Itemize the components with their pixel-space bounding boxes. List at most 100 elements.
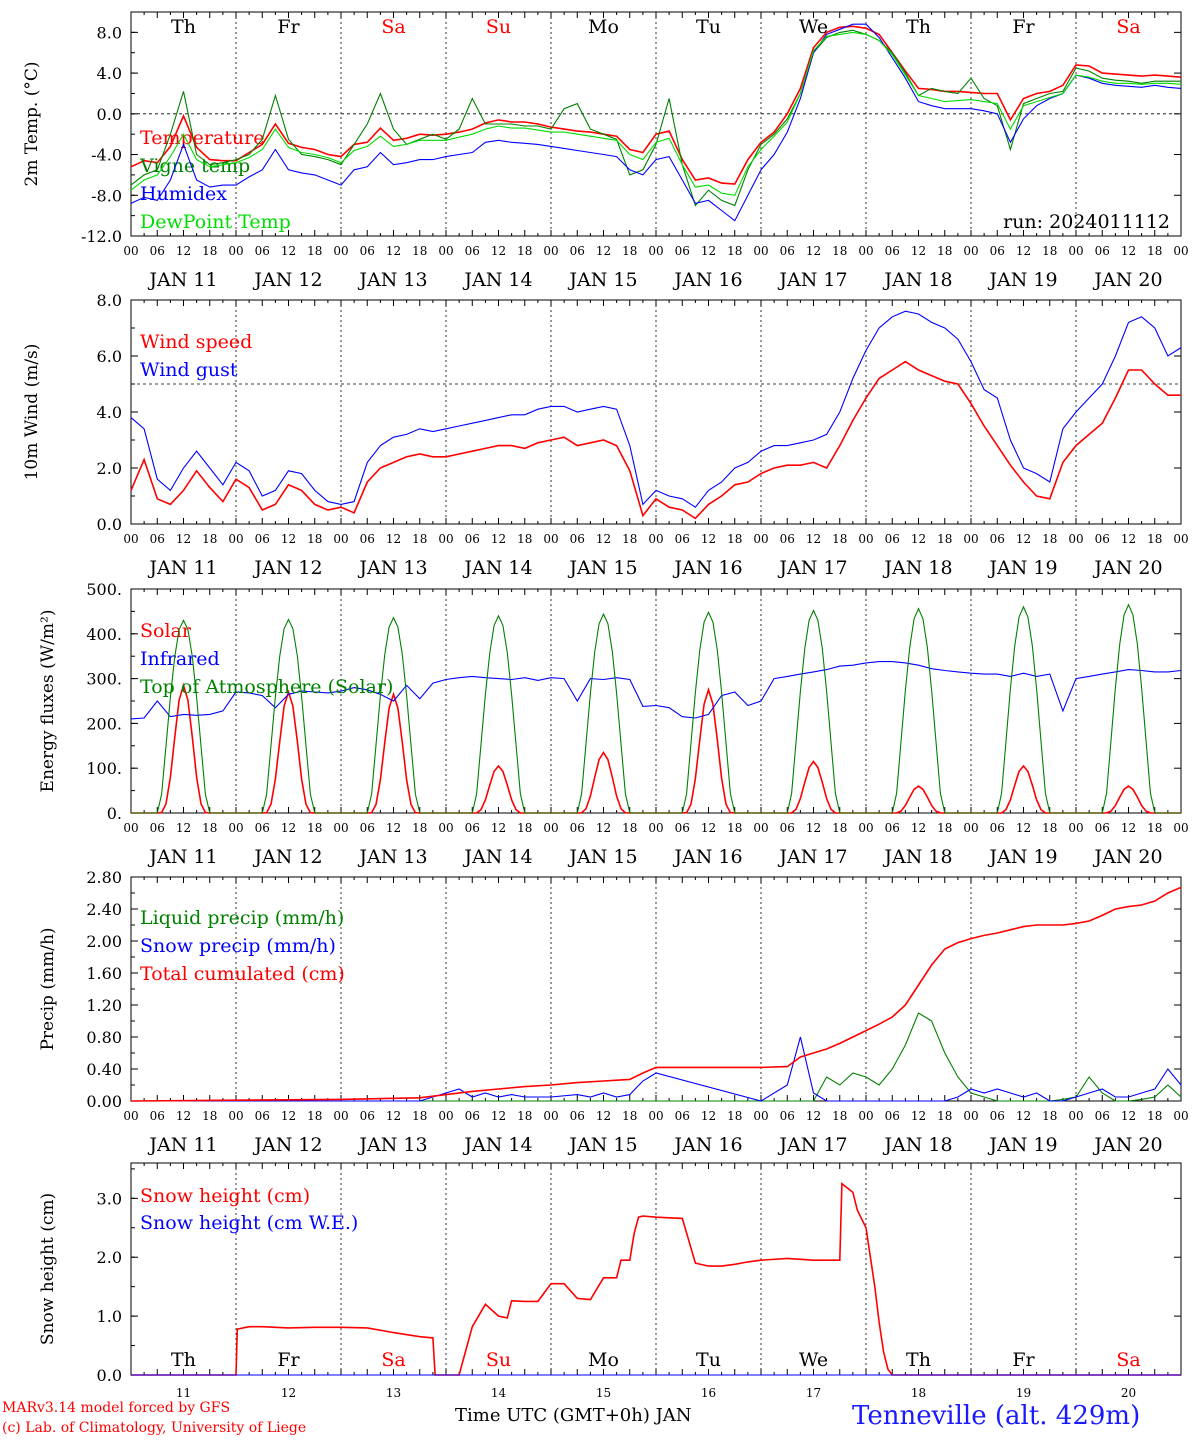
x-hour-label: 18 (1147, 244, 1162, 258)
y-tick-label: 1.20 (86, 996, 122, 1015)
x-hour-label: 12 (806, 244, 821, 258)
y-tick-label: 0.0 (97, 515, 122, 534)
x-hour-label: 12 (386, 532, 401, 546)
x-hour-label: 06 (255, 532, 270, 546)
weekday-label: Th (171, 1349, 196, 1371)
x-hour-label: 00 (333, 532, 348, 546)
x-hour-label: 06 (150, 532, 165, 546)
x-hour-label: 00 (963, 532, 978, 546)
weekday-label: Su (486, 16, 511, 38)
legend-entry: Humidex (140, 183, 227, 205)
x-hour-label: 00 (543, 1109, 558, 1123)
x-day-number: 15 (596, 1386, 611, 1400)
x-hour-label: 12 (281, 532, 296, 546)
x-date-label: JAN 15 (567, 1134, 637, 1156)
station-name: Tenneville (alt. 429m) (852, 1401, 1141, 1431)
x-hour-label: 00 (858, 244, 873, 258)
x-hour-label: 06 (780, 532, 795, 546)
x-hour-label: 18 (832, 821, 847, 835)
y-axis-label: 10m Wind (m/s) (22, 344, 42, 481)
x-hour-label: 06 (570, 532, 585, 546)
x-hour-label: 12 (386, 244, 401, 258)
x-hour-label: 00 (438, 532, 453, 546)
x-hour-label: 18 (727, 1109, 742, 1123)
x-hour-label: 12 (491, 244, 506, 258)
series-line (130, 661, 1182, 720)
y-tick-label: 500. (86, 580, 122, 599)
x-hour-label: 18 (727, 532, 742, 546)
x-hour-label: 18 (937, 1109, 952, 1123)
x-hour-label: 18 (622, 532, 637, 546)
x-date-label: JAN 19 (987, 846, 1057, 868)
x-hour-label: 00 (333, 821, 348, 835)
x-date-label: JAN 11 (147, 557, 217, 579)
panel-5: 0.0 1.0 2.0 3.0 Snow height (cm) 11 12 13 14 15 16… (38, 1162, 1182, 1400)
x-hour-label: 18 (937, 821, 952, 835)
y-axis-label: Precip (mm/h) (38, 927, 58, 1050)
weekday-label: Sa (1116, 1349, 1140, 1371)
y-tick-label: 2.80 (86, 868, 122, 887)
x-day-number: 16 (701, 1386, 716, 1400)
legend-entry: Top of Atmosphere (Solar) (140, 676, 393, 698)
x-hour-label: 00 (1068, 1109, 1083, 1123)
x-hour-label: 00 (753, 244, 768, 258)
y-axis-label: Snow height (cm) (38, 1193, 58, 1345)
series-line (130, 310, 1182, 508)
series-line (131, 1012, 1182, 1102)
y-tick-label: 100. (86, 759, 122, 778)
x-hour-label: 06 (570, 821, 585, 835)
x-hour-label: 18 (622, 1109, 637, 1123)
x-date-label: JAN 12 (252, 1134, 322, 1156)
y-tick-label: 0.0 (97, 105, 122, 124)
x-hour-label: 06 (780, 244, 795, 258)
x-date-label: JAN 12 (252, 269, 322, 291)
x-hour-label: 06 (990, 821, 1005, 835)
x-hour-label: 00 (648, 244, 663, 258)
lab-credit: (c) Lab. of Climatology, University of L… (2, 1420, 307, 1436)
x-hour-label: 18 (412, 244, 427, 258)
y-tick-label: 0. (107, 804, 122, 823)
x-hour-label: 06 (780, 1109, 795, 1123)
x-day-number: 14 (491, 1386, 507, 1400)
x-hour-label: 06 (360, 1109, 375, 1123)
x-hour-label: 00 (333, 1109, 348, 1123)
weekday-label: Th (906, 16, 931, 38)
legend-entry: Liquid precip (mm/h) (140, 907, 344, 929)
x-hour-label: 06 (1095, 244, 1110, 258)
x-hour-label: 06 (150, 821, 165, 835)
x-hour-label: 12 (806, 1109, 821, 1123)
series-line (130, 31, 1182, 196)
weekday-label: Su (486, 1349, 511, 1371)
x-date-label: JAN 20 (1092, 557, 1162, 579)
x-hour-label: 06 (885, 1109, 900, 1123)
x-hour-label: 18 (1042, 244, 1057, 258)
time-axis-label: Time UTC (GMT+0h) JAN (455, 1405, 692, 1426)
x-hour-label: 18 (832, 244, 847, 258)
x-hour-label: 18 (622, 821, 637, 835)
x-hour-label: 00 (438, 1109, 453, 1123)
x-hour-label: 12 (386, 1109, 401, 1123)
x-hour-label: 00 (543, 532, 558, 546)
x-hour-label: 12 (176, 532, 191, 546)
x-hour-label: 18 (937, 244, 952, 258)
x-hour-label: 00 (648, 1109, 663, 1123)
weekday-label: Fr (277, 1349, 300, 1371)
x-date-label: JAN 18 (882, 269, 952, 291)
x-hour-label: 00 (1068, 821, 1083, 835)
x-hour-label: 00 (123, 821, 138, 835)
x-hour-label: 12 (596, 1109, 611, 1123)
x-date-label: JAN 15 (567, 269, 637, 291)
x-day-number: 13 (386, 1386, 401, 1400)
x-date-label: JAN 18 (882, 846, 952, 868)
x-hour-label: 06 (990, 244, 1005, 258)
x-hour-label: 06 (990, 1109, 1005, 1123)
y-tick-label: 3.0 (97, 1189, 122, 1208)
x-hour-label: 12 (491, 532, 506, 546)
legend-entry: Vigne temp (139, 155, 250, 177)
x-hour-label: 00 (963, 1109, 978, 1123)
x-hour-label: 18 (202, 532, 217, 546)
x-date-label: JAN 19 (987, 1134, 1057, 1156)
weekday-label: Mo (588, 1349, 619, 1371)
y-tick-label: 300. (86, 670, 122, 689)
x-hour-label: 12 (1121, 821, 1136, 835)
